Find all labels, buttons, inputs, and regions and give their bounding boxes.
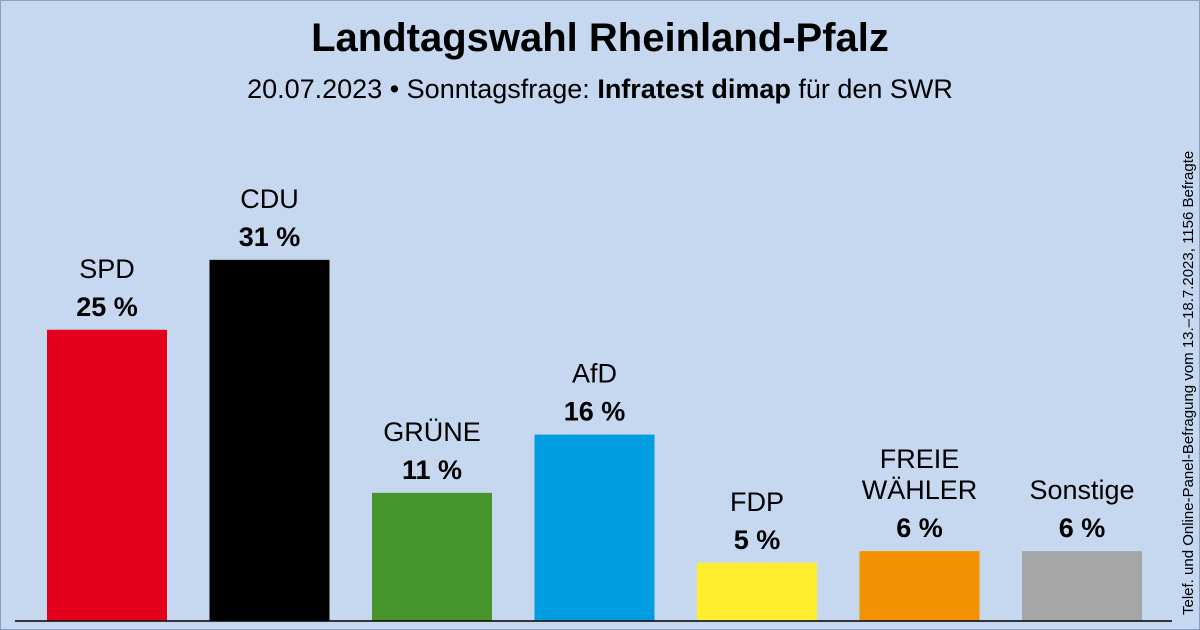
bar-cdu: [209, 259, 330, 621]
bar-category-label: FREIE: [880, 444, 960, 474]
chart-subtitle: 20.07.2023 • Sonntagsfrage: Infratest di…: [0, 74, 1200, 105]
bar-value-label: 6 %: [1059, 513, 1106, 543]
bar-category-label: WÄHLER: [862, 475, 978, 505]
bar-afd: [534, 434, 655, 621]
bar-freie-wähler: [859, 551, 980, 621]
bar-spd: [47, 329, 167, 621]
bar-grüne: [372, 492, 492, 621]
bar-category-label: Sonstige: [1029, 475, 1134, 505]
chart-title: Landtagswahl Rheinland-Pfalz: [311, 16, 889, 60]
bar-value-label: 5 %: [734, 525, 781, 555]
bar-sonstige: [1022, 551, 1142, 621]
bar-category-label: SPD: [79, 254, 135, 284]
bar-value-label: 31 %: [239, 222, 301, 252]
bar-value-label: 25 %: [76, 292, 138, 322]
subtitle-date-and-type: 20.07.2023 • Sonntagsfrage:: [247, 74, 598, 104]
bar-category-label: FDP: [730, 487, 784, 517]
bar-category-label: AfD: [572, 359, 617, 389]
bar-value-label: 16 %: [564, 397, 626, 427]
bar-category-label: CDU: [240, 184, 299, 214]
bar-value-label: 11 %: [402, 455, 462, 485]
subtitle-client: für den SWR: [790, 74, 953, 104]
bar-value-label: 6 %: [896, 513, 943, 543]
bar-category-label: GRÜNE: [383, 417, 481, 447]
bar-fdp: [697, 562, 817, 621]
subtitle-institute: Infratest dimap: [597, 74, 791, 104]
